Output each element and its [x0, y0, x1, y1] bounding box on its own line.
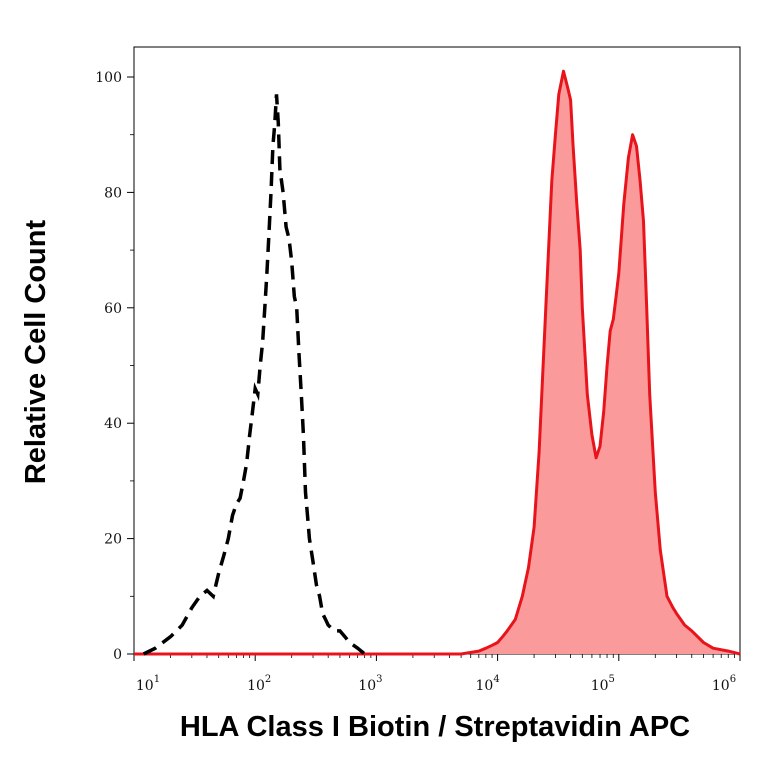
x-tick-label: 105	[591, 674, 615, 694]
y-tick-label: 20	[104, 532, 122, 548]
x-tick-label: 101	[136, 674, 160, 694]
x-tick-label: 104	[475, 674, 499, 694]
y-axis: 0 20 40 60 80 100	[95, 70, 134, 663]
y-tick-label: 40	[104, 416, 122, 432]
y-axis-title: Relative Cell Count	[20, 220, 52, 485]
series-control-line	[142, 94, 366, 656]
y-tick-label: 100	[95, 70, 122, 86]
y-tick-label: 60	[104, 301, 122, 317]
series-apc-fill	[434, 71, 740, 654]
y-tick-label: 80	[104, 185, 122, 201]
y-tick-label: 0	[113, 647, 122, 663]
series-apc-line	[134, 69, 741, 656]
x-tick-label: 106	[712, 674, 736, 694]
x-axis-title: HLA Class I Biotin / Streptavidin APC	[180, 711, 690, 743]
x-tick-label: 103	[358, 674, 382, 694]
x-tick-label: 102	[247, 674, 271, 694]
x-axis: 101 102 103 104 105 106	[133, 654, 741, 694]
